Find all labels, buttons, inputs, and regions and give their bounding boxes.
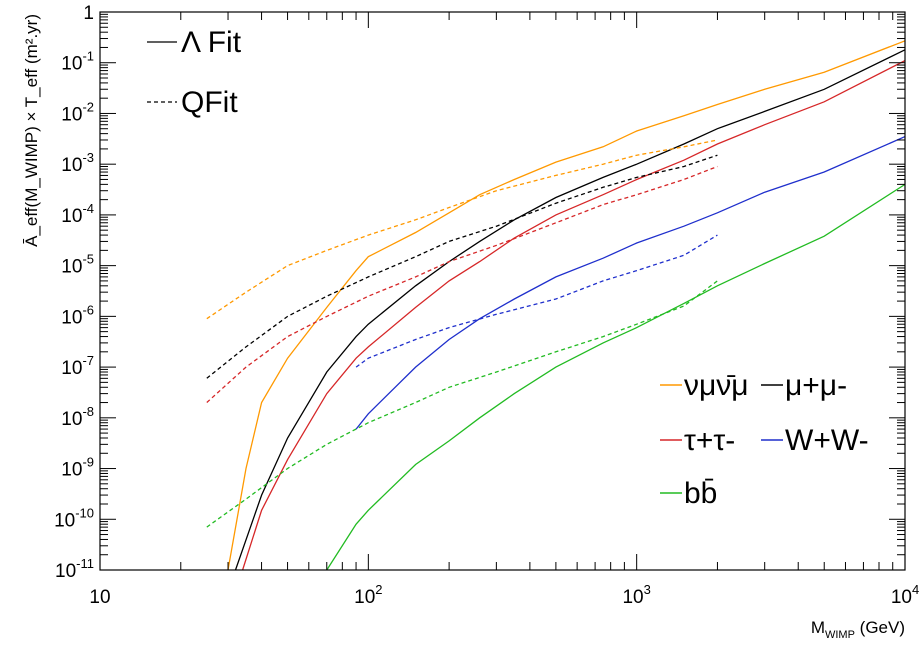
plot-frame <box>99 11 906 571</box>
plot-area <box>100 12 905 570</box>
y-axis-title: Ā_eff(M_WIMP) × T_eff (m².yr) <box>22 14 41 247</box>
x-tick-label: 10 <box>89 587 110 608</box>
series-line-7 <box>206 165 718 403</box>
y-tick-label: 10-6 <box>61 302 94 328</box>
legend-channel-label: μ+μ- <box>785 369 847 402</box>
y-tick-label: 10-11 <box>55 556 94 582</box>
series-line-2 <box>241 60 905 570</box>
x-axis-title: MWIMP (GeV) <box>811 618 905 641</box>
y-tick-label: 1 <box>83 3 94 24</box>
series-line-1 <box>234 49 905 570</box>
x-tick-label: 104 <box>891 582 919 608</box>
series-layer <box>206 40 905 570</box>
series-line-4 <box>326 183 905 570</box>
legend-channel-label: bb̄ <box>684 477 717 510</box>
series-line-8 <box>355 234 718 368</box>
y-tick-label: 10-5 <box>61 252 94 278</box>
x-tick-label: 102 <box>354 582 382 608</box>
y-tick-label: 10-8 <box>61 404 94 430</box>
x-tick-label: 103 <box>622 582 650 608</box>
legend-channel-label: νμν̄μ <box>684 369 749 402</box>
series-line-0 <box>227 40 905 570</box>
series-line-9 <box>206 280 718 528</box>
y-tick-label: 10-3 <box>61 150 94 176</box>
legend-style-label: QFit <box>181 86 238 119</box>
series-line-3 <box>355 136 905 430</box>
y-tick-label: 10-1 <box>61 49 94 75</box>
series-line-6 <box>206 154 718 379</box>
legend-channel-label: τ+τ- <box>684 424 735 457</box>
y-tick-label: 10-2 <box>61 99 94 125</box>
legend-channel-label: W+W- <box>785 424 869 457</box>
y-tick-label: 10-9 <box>61 455 94 481</box>
axis-layer: 10 102 103 10410-1110-1010-910-810-710-610-… <box>22 3 919 641</box>
legend-style-label: Λ Fit <box>181 26 242 59</box>
y-tick-label: 10-7 <box>61 353 94 379</box>
y-tick-label: 10-10 <box>54 505 94 531</box>
y-tick-label: 10-4 <box>61 201 94 227</box>
legend-layer: Λ Fit QFit νμν̄μ μ+μ-τ+τ- W+W-bb̄ <box>147 26 869 510</box>
series-line-5 <box>206 139 718 320</box>
